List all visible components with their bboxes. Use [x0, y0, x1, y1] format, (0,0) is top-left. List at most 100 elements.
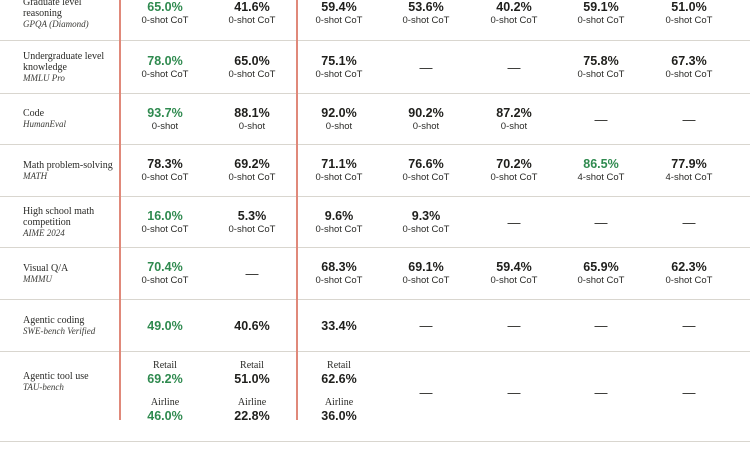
score-value: 65.0%: [147, 0, 183, 14]
table-row: Graduate level reasoning GPQA (Diamond) 65…: [0, 0, 750, 41]
table-row: Agentic tool use TAU-bench Retail 69.2% Airl…: [0, 352, 750, 442]
shot-setting: 0-shot CoT: [577, 275, 625, 286]
shot-setting: 0-shot: [238, 120, 266, 132]
score-cell: 71.1% 0-shot CoT: [297, 145, 381, 196]
column-divider-left: [119, 0, 121, 420]
score-value: 40.6%: [234, 318, 270, 333]
score-cell: Retail 62.6% Airline 36.0%: [297, 352, 381, 449]
shot-setting: 0-shot CoT: [141, 172, 189, 183]
benchmark-name: Agentic coding: [23, 314, 85, 326]
score-cell: —: [559, 352, 643, 432]
shot-setting: 0-shot: [500, 120, 528, 132]
no-score-dash: —: [419, 384, 433, 400]
score-cell: 90.2% 0-shot: [384, 94, 468, 144]
shot-setting: 0-shot CoT: [141, 14, 189, 26]
score-value: 16.0%: [147, 208, 183, 223]
score-cell: 78.0% 0-shot CoT: [123, 41, 207, 93]
shot-setting: 0-shot CoT: [665, 14, 713, 26]
no-score-dash: —: [594, 384, 608, 400]
table-row: Undergraduate level knowledge MMLU Pro 78.…: [0, 41, 750, 94]
score-value: 77.9%: [671, 157, 707, 171]
benchmark-label: Visual Q/A MMMU: [23, 248, 119, 299]
shot-setting: 0-shot CoT: [315, 14, 363, 26]
score-value: 78.3%: [147, 157, 183, 171]
score-cell: 86.5% 4-shot CoT: [559, 145, 643, 196]
score-value: 62.3%: [671, 260, 707, 274]
score-cell: —: [559, 94, 643, 144]
table-row: Visual Q/A MMMU 70.4% 0-shot CoT —68.3% 0-sho…: [0, 248, 750, 300]
score-cell: 59.4% 0-shot CoT: [297, 0, 381, 40]
no-score-dash: —: [594, 318, 608, 333]
score-cell: —: [647, 300, 731, 351]
no-score-dash: —: [507, 59, 521, 75]
shot-setting: 0-shot CoT: [315, 223, 363, 235]
score-cell: —: [384, 300, 468, 351]
score-cell: 51.0% 0-shot CoT: [647, 0, 731, 40]
no-score-dash: —: [507, 214, 521, 230]
score-cell: 65.0% 0-shot CoT: [210, 41, 294, 93]
benchmark-dataset: MATH: [23, 170, 48, 181]
benchmark-dataset: AIME 2024: [23, 227, 65, 238]
score-cell: 92.0% 0-shot: [297, 94, 381, 144]
score-cell: 59.1% 0-shot CoT: [559, 0, 643, 40]
no-score-dash: —: [594, 111, 608, 127]
score-cell: 93.7% 0-shot: [123, 94, 207, 144]
score-cell: —: [472, 197, 556, 247]
no-score-dash: —: [419, 318, 433, 333]
shot-setting: 0-shot CoT: [402, 14, 450, 26]
benchmark-name: Undergraduate level knowledge: [23, 50, 105, 73]
score-value: 51.0%: [671, 0, 707, 14]
score-value: 9.6%: [324, 208, 354, 223]
score-cell: 75.1% 0-shot CoT: [297, 41, 381, 93]
benchmark-dataset: MMLU Pro: [23, 72, 65, 83]
column-divider-right: [296, 0, 298, 420]
benchmark-dataset: GPQA (Diamond): [23, 18, 89, 29]
score-cell: 65.0% 0-shot CoT: [123, 0, 207, 40]
no-score-dash: —: [507, 318, 521, 333]
score-cell: 65.9% 0-shot CoT: [559, 248, 643, 299]
shot-setting: 0-shot CoT: [490, 275, 538, 286]
benchmark-label: Math problem-solving MATH: [23, 145, 119, 196]
retail-label: Retail: [240, 360, 264, 371]
score-cell: —: [472, 300, 556, 351]
shot-setting: 0-shot CoT: [228, 223, 276, 235]
airline-label: Airline: [324, 397, 354, 408]
score-cell: 53.6% 0-shot CoT: [384, 0, 468, 40]
score-cell: 33.4%: [297, 300, 381, 351]
benchmark-label: Code HumanEval: [23, 94, 119, 144]
score-cell: 88.1% 0-shot: [210, 94, 294, 144]
score-cell: —: [384, 41, 468, 93]
score-cell: 59.4% 0-shot CoT: [472, 248, 556, 299]
benchmark-label: High school math competition AIME 2024: [23, 197, 119, 247]
score-value: 90.2%: [408, 105, 444, 120]
retail-score: 51.0%: [234, 372, 270, 386]
score-cell: —: [472, 352, 556, 432]
shot-setting: 0-shot CoT: [315, 172, 363, 183]
score-cell: 40.2% 0-shot CoT: [472, 0, 556, 40]
score-cell: 9.3% 0-shot CoT: [384, 197, 468, 247]
score-cell: Retail 69.2% Airline 46.0%: [123, 352, 207, 449]
score-cell: 16.0% 0-shot CoT: [123, 197, 207, 247]
score-value: 88.1%: [234, 105, 270, 120]
score-value: 75.1%: [321, 53, 357, 68]
no-score-dash: —: [594, 214, 608, 230]
score-value: 65.0%: [234, 53, 270, 68]
score-value: 70.2%: [496, 157, 532, 171]
score-cell: 77.9% 4-shot CoT: [647, 145, 731, 196]
score-cell: 87.2% 0-shot: [472, 94, 556, 144]
score-cell: 69.1% 0-shot CoT: [384, 248, 468, 299]
shot-setting: 4-shot CoT: [577, 172, 625, 183]
benchmark-name: Visual Q/A: [23, 262, 69, 274]
benchmark-label: Graduate level reasoning GPQA (Diamond): [23, 0, 119, 40]
score-value: 49.0%: [147, 318, 183, 333]
score-cell: —: [559, 300, 643, 351]
shot-setting: 0-shot: [412, 120, 440, 132]
shot-setting: 0-shot: [151, 120, 179, 132]
score-cell: 76.6% 0-shot CoT: [384, 145, 468, 196]
no-score-dash: —: [419, 59, 433, 75]
table-row: Math problem-solving MATH 78.3% 0-shot CoT 6…: [0, 145, 750, 197]
score-value: 65.9%: [583, 260, 619, 274]
benchmark-name: Agentic tool use: [23, 371, 89, 382]
score-value: 67.3%: [671, 53, 707, 68]
shot-setting: 0-shot CoT: [665, 275, 713, 286]
